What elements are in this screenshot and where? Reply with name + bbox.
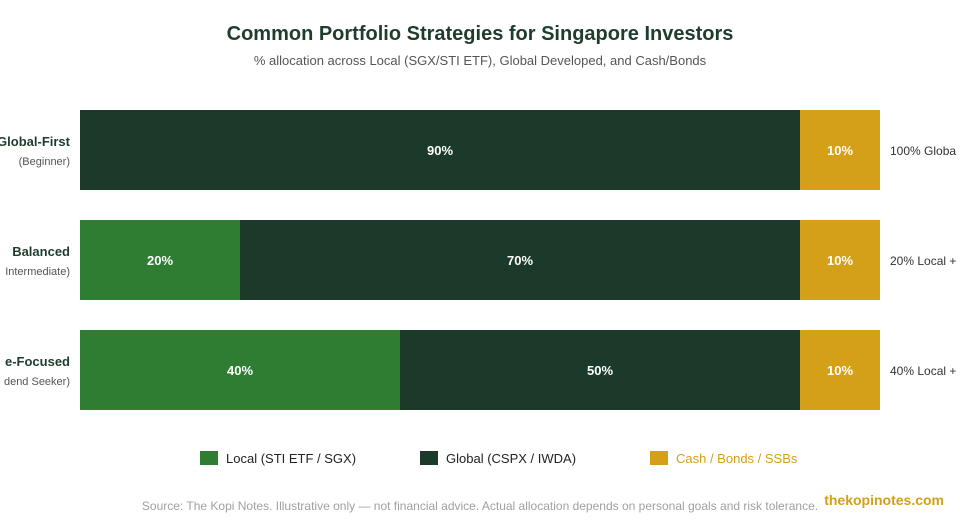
row-note-0: 100% Globa — [890, 144, 956, 158]
bar-segment-2-0 — [80, 330, 400, 410]
bar-segment-2-2 — [800, 330, 880, 410]
legend-label-local: Local (STI ETF / SGX) — [226, 450, 357, 466]
brand-link[interactable]: thekopinotes.com — [824, 492, 944, 508]
bar-value-label-1-0: 20% — [147, 253, 173, 268]
bar-value-label-0-1: 90% — [427, 143, 453, 158]
bar-segment-1-1 — [240, 220, 800, 300]
bar-segment-2-1 — [400, 330, 800, 410]
category-label-1: Balanced — [12, 244, 70, 259]
stacked-bar-chart: Global-First (Beginner) 90% 10% 100% Globa Ba… — [0, 110, 956, 410]
legend-item-cash: Cash / Bonds / SSBs — [650, 450, 797, 466]
row-note-1: 20% Local + — [890, 254, 956, 268]
bar-value-label-1-1: 70% — [507, 253, 533, 268]
legend-label-cash: Cash / Bonds / SSBs — [676, 450, 798, 466]
legend-item-global: Global (CSPX / IWDA) — [420, 450, 576, 466]
legend-swatch-cash — [650, 451, 668, 465]
category-label-2: e-Focused — [5, 354, 70, 369]
legend-label-global: Global (CSPX / IWDA) — [446, 450, 577, 466]
bar-value-label-0-2: 10% — [827, 143, 853, 158]
legend-swatch-local — [200, 451, 218, 465]
bar-value-label-2-0: 40% — [227, 363, 253, 378]
legend-item-local: Local (STI ETF / SGX) — [200, 450, 356, 466]
source-note: Source: The Kopi Notes. Illustrative onl… — [141, 499, 819, 513]
category-label-0: Global-First — [0, 134, 71, 149]
chart-title: Common Portfolio Strategies for Singapor… — [226, 23, 734, 45]
row-note-2: 40% Local + — [890, 364, 956, 378]
bar-value-label-2-1: 50% — [587, 363, 613, 378]
bar-value-label-2-2: 10% — [827, 363, 853, 378]
chart-subtitle: % allocation across Local (SGX/STI ETF),… — [253, 53, 707, 68]
bar-segment-1-0 — [80, 220, 240, 300]
bar-segment-0-1 — [80, 110, 800, 190]
category-sublabel-1: Intermediate) — [5, 266, 70, 278]
bar-segment-1-2 — [800, 220, 880, 300]
bar-segment-0-2 — [800, 110, 880, 190]
bar-value-label-1-2: 10% — [827, 253, 853, 268]
legend-swatch-global — [420, 451, 438, 465]
category-sublabel-2: dend Seeker) — [4, 376, 70, 388]
category-sublabel-0: (Beginner) — [19, 156, 70, 168]
